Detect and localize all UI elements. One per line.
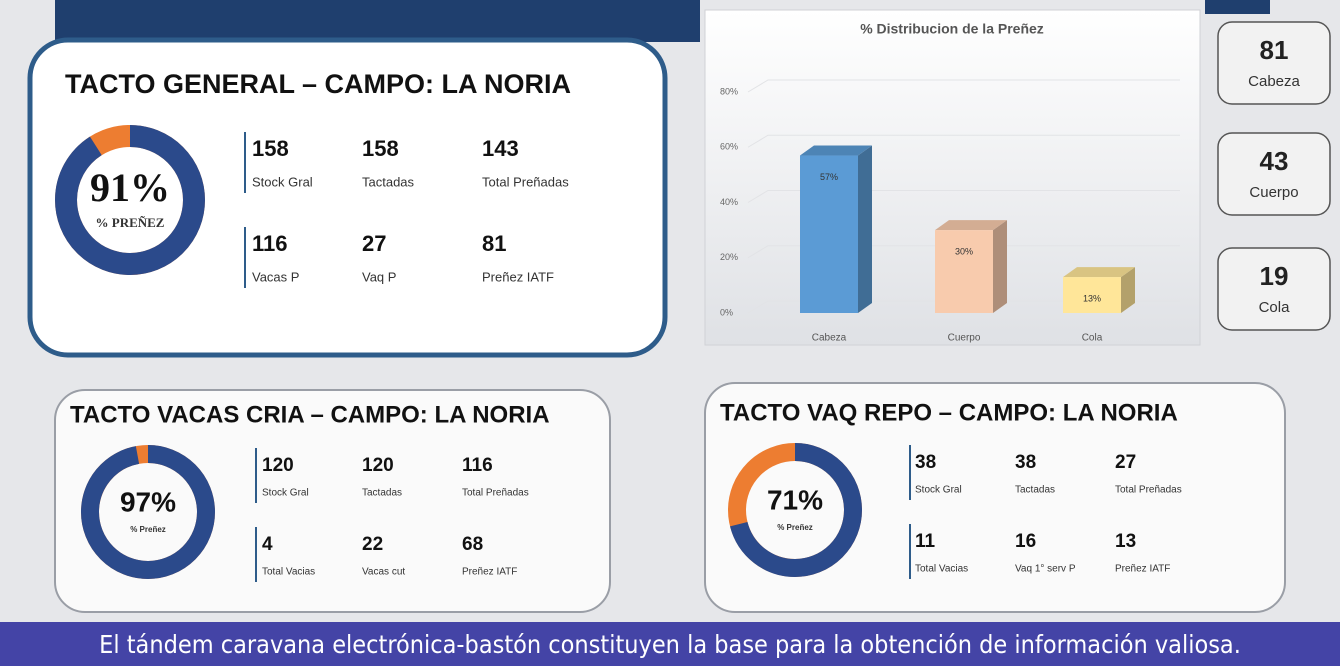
stat-value: 13 <box>1115 531 1136 552</box>
header-band <box>1205 0 1270 14</box>
donut-arc <box>81 445 215 579</box>
stat-label: Stock Gral <box>252 174 313 189</box>
donut-percent: 71% <box>767 484 823 515</box>
panel-title: TACTO VAQ REPO – CAMPO: LA NORIA <box>720 399 1178 426</box>
bar <box>935 220 1007 313</box>
stat-label: Preñez IATF <box>462 567 517 578</box>
donut-percent: 97% <box>120 486 176 517</box>
stat-label: Stock Gral <box>262 488 309 499</box>
stat-value: 38 <box>1015 452 1036 473</box>
donut-arc <box>728 443 862 577</box>
caption: El tándem caravana electrónica-bastón co… <box>99 630 1241 659</box>
grid-line <box>747 190 1180 203</box>
stat-label: Total Preñadas <box>1115 485 1182 496</box>
panel <box>704 382 1286 613</box>
donut-arc <box>55 125 205 275</box>
stat-value: 27 <box>1115 452 1136 473</box>
y-tick-label: 20% <box>720 252 738 262</box>
stat-value: 27 <box>362 231 386 256</box>
stat-value: 22 <box>362 534 383 555</box>
panel <box>27 37 668 358</box>
data-label: 13% <box>1083 293 1101 303</box>
side-box <box>1217 132 1331 216</box>
stat-value: 4 <box>262 534 273 555</box>
stat-label: Total Preñadas <box>462 488 529 499</box>
stat-label: Stock Gral <box>915 485 962 496</box>
grid-line <box>747 245 1180 259</box>
panel-title: TACTO VACAS CRIA – CAMPO: LA NORIA <box>70 401 550 428</box>
stat-value: 158 <box>252 136 289 161</box>
side-box-label: Cola <box>1259 299 1291 316</box>
panel-title: TACTO GENERAL – CAMPO: LA NORIA <box>65 69 571 99</box>
grid-line <box>747 300 1180 314</box>
stat-label: Vaq 1° serv P <box>1015 564 1076 575</box>
grid-line <box>747 134 1180 148</box>
donut-caption: % Preñez <box>777 523 813 532</box>
side-box <box>1217 21 1331 105</box>
stat-label: Total Vacias <box>915 564 968 575</box>
grid-line <box>747 79 1180 93</box>
stat-label: Vacas P <box>252 269 299 284</box>
header-band <box>55 0 700 42</box>
side-box-label: Cuerpo <box>1249 184 1298 201</box>
chart-title: % Distribucion de la Preñez <box>860 21 1044 37</box>
side-box <box>1217 247 1331 331</box>
side-box-value: 81 <box>1260 35 1289 65</box>
donut-caption: % PREÑEZ <box>96 215 165 230</box>
side-box-value: 43 <box>1260 146 1289 176</box>
stat-value: 116 <box>462 455 493 476</box>
stat-value: 11 <box>915 531 936 552</box>
y-tick-label: 0% <box>720 307 733 317</box>
stat-label: Vacas cut <box>362 567 405 578</box>
bar <box>800 145 872 313</box>
stat-value: 116 <box>252 231 288 256</box>
stat-label: Total Preñadas <box>482 174 569 189</box>
stat-value: 120 <box>362 455 394 476</box>
stat-label: Tactadas <box>362 174 415 189</box>
donut-percent: 91% <box>90 165 170 210</box>
stat-value: 120 <box>262 455 294 476</box>
y-tick-label: 80% <box>720 86 738 96</box>
side-box-value: 19 <box>1260 261 1289 291</box>
stat-label: Preñez IATF <box>482 269 554 284</box>
stat-value: 81 <box>482 231 506 256</box>
stat-label: Tactadas <box>1015 485 1055 496</box>
stat-label: Vaq P <box>362 269 396 284</box>
stat-value: 158 <box>362 136 399 161</box>
x-tick-label: Cola <box>1082 333 1103 344</box>
y-tick-label: 40% <box>720 197 738 207</box>
stat-value: 68 <box>462 534 483 555</box>
stat-value: 16 <box>1015 531 1036 552</box>
caption-band <box>0 622 1340 666</box>
data-label: 30% <box>955 247 973 257</box>
donut-caption: % Preñez <box>130 525 166 534</box>
stat-label: Total Vacias <box>262 567 315 578</box>
y-tick-label: 60% <box>720 142 738 152</box>
data-label: 57% <box>820 172 838 182</box>
stat-value: 143 <box>482 136 519 161</box>
bar <box>1063 267 1135 313</box>
x-tick-label: Cuerpo <box>948 333 981 344</box>
stat-label: Tactadas <box>362 488 402 499</box>
side-box-label: Cabeza <box>1248 73 1300 90</box>
stat-label: Preñez IATF <box>1115 564 1170 575</box>
stat-value: 38 <box>915 452 936 473</box>
x-tick-label: Cabeza <box>812 333 847 344</box>
